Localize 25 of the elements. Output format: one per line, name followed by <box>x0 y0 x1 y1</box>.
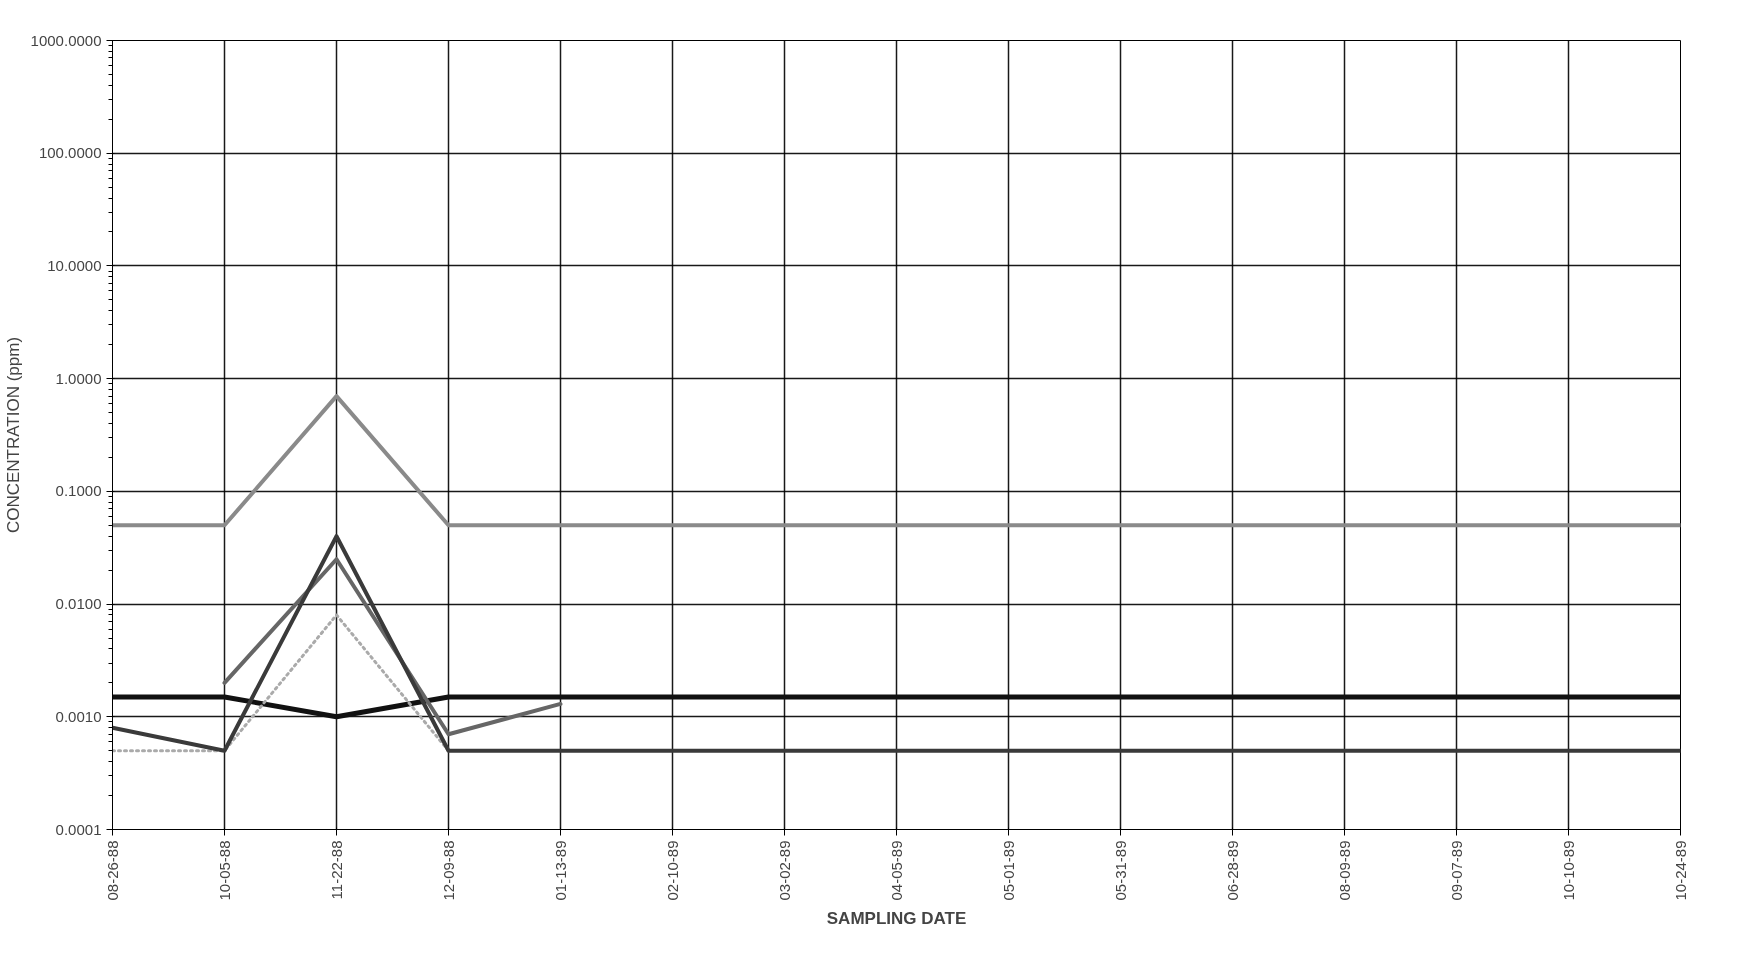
y-tick-label: 100.0000 <box>38 144 102 162</box>
y-tick-label: 0.0100 <box>55 595 102 613</box>
y-axis-title: CONCENTRATION (ppm) <box>3 336 23 534</box>
x-tick-label: 02-10-89 <box>663 840 681 901</box>
y-tick-label: 0.0010 <box>55 707 102 725</box>
x-tick-label: 08-26-88 <box>103 840 121 901</box>
y-tick-label: 0.0001 <box>55 820 102 838</box>
x-tick-label: 08-09-89 <box>1335 840 1353 901</box>
x-tick-label: 11-22-88 <box>327 840 345 900</box>
x-tick-label: 10-24-89 <box>1671 840 1689 901</box>
y-tick-label: 1.0000 <box>55 369 102 387</box>
x-tick-label: 10-05-88 <box>215 840 233 901</box>
x-tick-label: 05-01-89 <box>999 840 1017 901</box>
x-tick-label: 05-31-89 <box>1111 840 1129 901</box>
y-tick-label: 1000.0000 <box>30 31 102 49</box>
x-tick-label: 10-10-89 <box>1559 840 1577 901</box>
x-tick-label: 03-02-89 <box>775 840 793 901</box>
x-tick-label: 09-07-89 <box>1447 840 1465 901</box>
y-tick-label: 0.1000 <box>55 482 102 500</box>
x-tick-label: 04-05-89 <box>887 840 905 901</box>
x-tick-label: 06-28-89 <box>1223 840 1241 901</box>
x-tick-label: 01-13-89 <box>551 840 569 901</box>
x-tick-label: 12-09-88 <box>439 840 457 901</box>
x-axis-title: SAMPLING DATE <box>826 908 967 928</box>
y-tick-label: 10.0000 <box>47 256 102 274</box>
